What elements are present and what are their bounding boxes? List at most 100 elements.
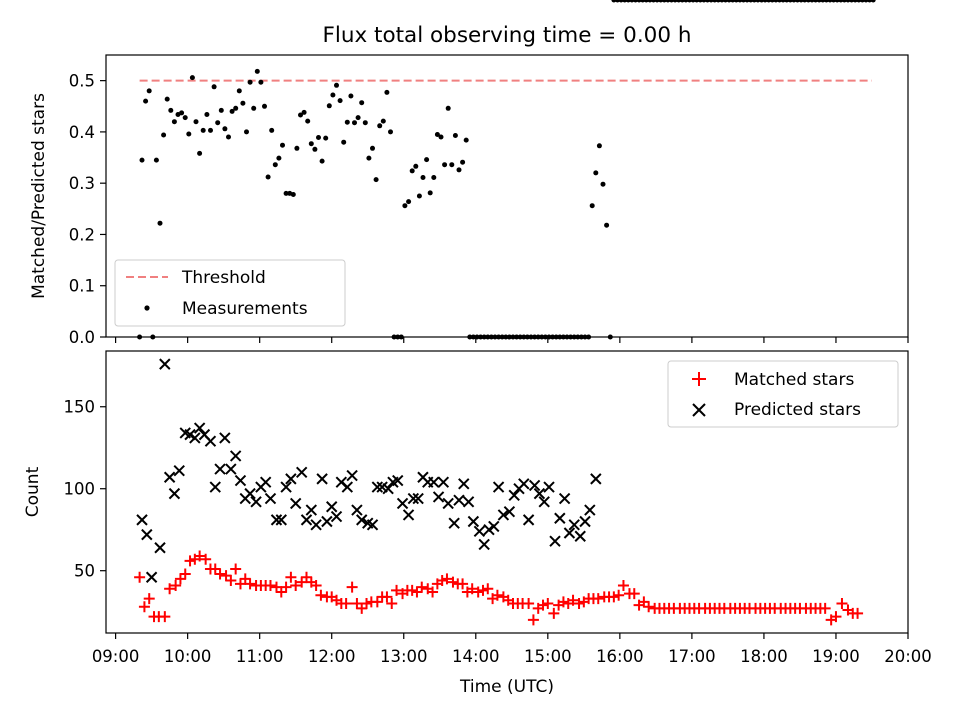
measurement-point	[384, 89, 390, 95]
matched-star-point	[537, 599, 549, 611]
predicted-star-point	[412, 492, 424, 505]
matched-star-point	[346, 581, 358, 593]
measurement-point	[438, 134, 444, 140]
measurement-point	[373, 177, 379, 183]
measurement-point	[409, 168, 415, 174]
measurement-point	[604, 222, 610, 228]
matched-star-point	[315, 589, 327, 601]
matched-star-point	[386, 597, 398, 609]
y-tick-label: 50	[74, 562, 95, 581]
x-tick-label: 09:00	[92, 647, 140, 666]
predicted-star-point	[289, 497, 302, 510]
y-tick-label: 100	[64, 480, 96, 499]
predicted-star-point	[579, 515, 591, 528]
x-tick-label: 19:00	[812, 647, 860, 666]
predicted-star-point	[568, 519, 580, 531]
matched-star-point	[264, 579, 276, 591]
x-tick-label: 16:00	[596, 647, 644, 666]
measurement-point	[308, 141, 314, 147]
predicted-star-point	[234, 474, 247, 487]
predicted-star-point	[159, 358, 171, 370]
matched-star-point	[617, 579, 629, 591]
measurement-point	[233, 105, 239, 111]
measurement-point	[323, 135, 329, 141]
measurement-point	[240, 100, 246, 106]
measurement-point	[362, 120, 368, 126]
matched-star-point	[138, 601, 150, 613]
predicted-star-point	[300, 514, 313, 526]
top-legend-box	[114, 259, 346, 327]
measurement-point	[254, 68, 260, 74]
predicted-star-point	[428, 476, 440, 488]
measurement-point	[445, 105, 451, 111]
bottom-x-axis-label: Time (UTC)	[459, 677, 554, 697]
top-data-marks	[137, 0, 876, 340]
measurement-point	[197, 150, 203, 156]
matched-star-point	[290, 579, 302, 591]
matched-star-point	[491, 589, 503, 601]
matched-star-point	[200, 553, 212, 565]
predicted-star-point	[295, 466, 308, 479]
matched-star-point	[234, 578, 246, 590]
measurement-point	[434, 132, 440, 137]
predicted-star-point	[554, 512, 566, 524]
matched-star-point	[220, 570, 232, 582]
matched-star-point	[143, 593, 155, 605]
matched-star-point	[427, 586, 439, 598]
measurement-point	[359, 100, 365, 106]
matched-star-point	[411, 586, 423, 598]
measurement-point	[283, 190, 289, 196]
measurement-point	[593, 170, 599, 176]
measurement-point	[182, 115, 188, 121]
y-tick-label: 0.1	[69, 277, 95, 296]
matched-star-point	[436, 575, 448, 587]
measurement-point	[208, 127, 213, 133]
predicted-star-point	[209, 481, 221, 493]
measurement-point	[427, 190, 433, 196]
matched-star-point	[356, 602, 368, 614]
predicted-star-point	[163, 471, 176, 483]
matched-star-point	[613, 589, 625, 601]
matched-star-point	[174, 573, 186, 585]
measurement-point	[452, 133, 458, 138]
measurement-point	[258, 79, 264, 85]
x-tick-label: 13:00	[380, 647, 428, 666]
x-tick-label: 20:00	[884, 647, 932, 666]
predicted-star-point	[219, 432, 231, 444]
predicted-star-point	[280, 481, 292, 493]
measurement-point	[215, 120, 221, 126]
measurement-point	[600, 181, 606, 187]
measurement-point	[326, 103, 332, 109]
predicted-star-point	[316, 473, 328, 485]
measurement-point	[272, 162, 278, 168]
predicted-star-point	[321, 515, 333, 528]
measurement-point	[431, 175, 437, 180]
predicted-star-point	[275, 514, 287, 526]
matched-star-point	[194, 550, 206, 562]
measurement-point	[204, 112, 210, 117]
predicted-star-point	[285, 473, 297, 485]
measurement-point	[251, 105, 257, 111]
predicted-star-point	[402, 509, 415, 521]
legend-matched-label: Matched stars	[734, 370, 854, 390]
bottom-panel: 50 100 150 09:00 10:00 11:00 12:00 13:00 14:00 1…	[23, 350, 932, 697]
matched-star-point	[406, 584, 418, 596]
matched-star-point	[296, 576, 308, 588]
predicted-star-point	[563, 527, 576, 539]
predicted-star-point	[549, 535, 561, 547]
bottom-y-axis-label: Count	[23, 466, 43, 517]
predicted-star-point	[483, 524, 495, 536]
matched-star-point	[472, 586, 484, 598]
measurement-point	[449, 162, 455, 168]
measurement-point	[413, 163, 419, 169]
legend-predicted-swatch	[692, 403, 706, 417]
bottom-plot-frame	[105, 350, 909, 634]
top-y-axis-label: Matched/Predicted stars	[29, 93, 49, 299]
predicted-star-point	[528, 479, 541, 492]
predicted-star-point	[478, 538, 490, 551]
matched-star-point	[184, 555, 196, 567]
predicted-star-point	[193, 422, 206, 434]
predicted-star-point	[346, 469, 358, 482]
measurement-point	[316, 135, 321, 140]
